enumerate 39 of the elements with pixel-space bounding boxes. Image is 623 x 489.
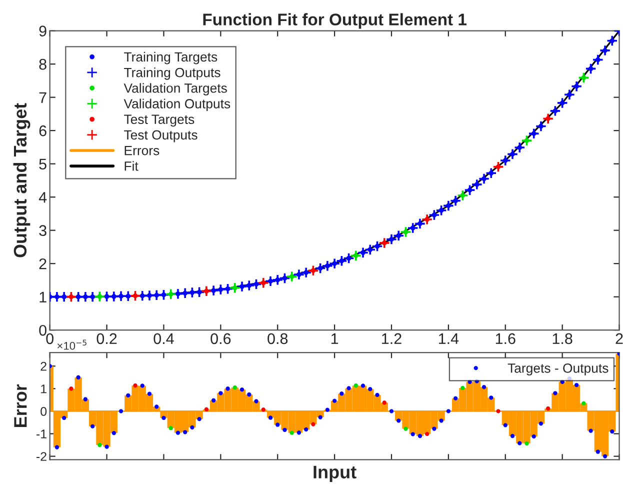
legend-label: Targets - Outputs [508,363,608,376]
y-tick-label: 1 [41,384,46,394]
y-tick-label: 4 [38,192,47,203]
y-tick-label: -1 [36,430,46,438]
x-tick-label: 0.4 [154,333,174,344]
y-tick-label: -2 [36,452,46,461]
chart-title: Function Fit for Output Element 1 [203,13,466,29]
y-tick-label: 2 [40,362,46,371]
y-tick-label: 0 [39,324,46,336]
y-tick-label: 3 [39,225,46,236]
x-tick-label: 2 [616,333,623,344]
y-tick-label: 0 [40,406,47,416]
x-tick-label: 1.8 [552,333,572,344]
y-tick-label: 6 [39,125,46,136]
x-tick-label: 0.6 [210,333,231,344]
legend-label: Test Targets [124,114,194,127]
y-axis-title: Error [14,384,27,427]
legend-label: Training Outputs [124,68,220,80]
legend-label: Errors [124,146,160,156]
text: ×10$^{−5}$ [57,340,86,350]
x-axis-title: Input [314,466,356,482]
x-tick-label: 1.6 [496,333,516,344]
x-tick-label: 1.2 [382,333,402,344]
y-axis-title: Output and Target [13,103,30,258]
y-tick-label: 8 [39,58,46,70]
legend-label: Test Outputs [124,130,198,142]
x-tick-label: 0.8 [268,333,288,344]
x-tick-label: 0.2 [96,333,117,344]
legend-label: Fit [124,161,138,171]
legend-label: Validation Outputs [124,98,230,112]
y-tick-label: 9 [39,26,46,36]
legend-label: Training Targets [124,52,218,64]
x-tick-label: 1.4 [438,333,459,344]
y-tick-label: 5 [39,158,46,170]
x-tick-label: 1 [331,333,338,344]
y-tick-label: 2 [39,258,46,270]
legend-label: Validation Targets [124,83,227,96]
y-tick-label: 7 [39,92,46,103]
y-tick-label: 1 [40,292,46,302]
